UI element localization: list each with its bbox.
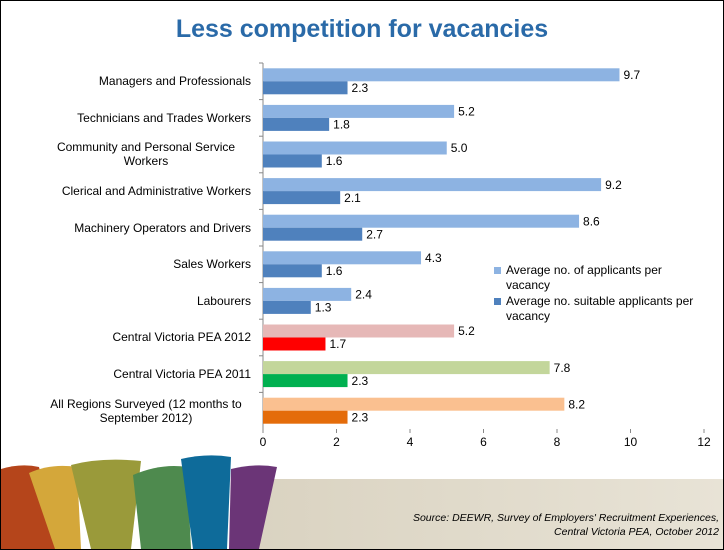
category-label: Technicians and Trades Workers <box>77 110 251 125</box>
value-label: 5.2 <box>458 324 475 338</box>
legend: Average no. of applicants per vacancy Ave… <box>494 263 709 325</box>
legend-swatch <box>494 267 501 274</box>
x-tick-label: 4 <box>407 435 414 449</box>
category-label: Clerical and Administrative Workers <box>61 184 251 199</box>
bar <box>263 251 422 265</box>
bar <box>263 374 348 388</box>
legend-item: Average no. suitable applicants per vaca… <box>494 294 709 324</box>
value-label: 1.6 <box>326 154 343 168</box>
bar <box>263 337 326 351</box>
value-label: 1.8 <box>333 118 350 132</box>
x-tick-label: 8 <box>554 435 561 449</box>
value-label: 1.3 <box>315 301 332 315</box>
bar <box>263 287 352 301</box>
category-label: Central Victoria PEA 2012 <box>112 330 251 345</box>
value-label: 4.3 <box>425 251 442 265</box>
bar <box>263 104 455 118</box>
value-label: 2.3 <box>352 410 369 424</box>
value-label: 1.7 <box>329 337 346 351</box>
bar <box>263 214 580 228</box>
category-label: Managers and Professionals <box>98 74 251 89</box>
bar <box>263 324 455 338</box>
x-tick-label: 2 <box>333 435 340 449</box>
x-tick-label: 10 <box>624 435 638 449</box>
bar <box>263 154 322 168</box>
value-label: 2.3 <box>352 374 369 388</box>
bar <box>263 141 447 155</box>
bar <box>263 300 311 314</box>
category-label: All Regions Surveyed (12 months to Septe… <box>50 396 242 425</box>
category-label: Machinery Operators and Drivers <box>74 220 251 235</box>
bar <box>263 81 348 95</box>
legend-item: Average no. of applicants per vacancy <box>494 263 709 293</box>
bar <box>263 178 602 192</box>
bar <box>263 361 550 375</box>
legend-swatch <box>494 298 501 305</box>
value-label: 2.3 <box>352 81 369 95</box>
bar <box>263 410 348 424</box>
source-note: Source: DEEWR, Survey of Employers' Recr… <box>412 512 719 538</box>
value-label: 2.1 <box>344 191 361 205</box>
value-label: 9.7 <box>623 68 640 82</box>
value-label: 8.6 <box>583 214 600 228</box>
bar <box>263 191 341 205</box>
category-label: Central Victoria PEA 2011 <box>113 367 251 382</box>
category-label: Sales Workers <box>173 257 251 272</box>
value-label: 5.2 <box>458 105 475 119</box>
x-tick-label: 6 <box>480 435 487 449</box>
value-label: 1.6 <box>326 264 343 278</box>
value-label: 2.4 <box>355 288 372 302</box>
legend-label: Average no. of applicants per vacancy <box>506 263 662 292</box>
legend-label: Average no. suitable applicants per vaca… <box>506 294 694 323</box>
bar <box>263 264 322 278</box>
chart-title: Less competition for vacancies <box>175 15 549 43</box>
value-label: 8.2 <box>568 397 585 411</box>
value-label: 7.8 <box>554 361 571 375</box>
decoration <box>1 455 723 549</box>
bar <box>263 397 565 411</box>
category-label: Community and Personal Service Workers <box>56 140 236 169</box>
bar <box>263 227 363 241</box>
category-label: Labourers <box>196 293 251 308</box>
x-tick-label: 12 <box>697 435 711 449</box>
value-label: 5.0 <box>451 141 468 155</box>
bar <box>263 68 620 82</box>
value-label: 9.2 <box>605 178 622 192</box>
value-label: 2.7 <box>366 227 383 241</box>
x-tick-label: 0 <box>260 435 267 449</box>
bar <box>263 117 330 131</box>
